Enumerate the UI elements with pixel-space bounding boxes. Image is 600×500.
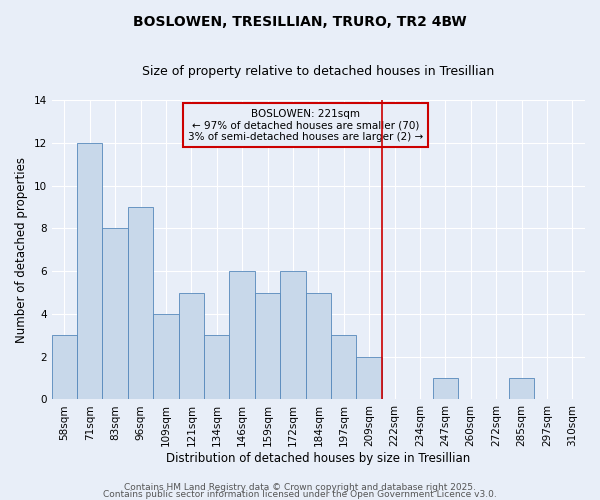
Bar (103, 228, 128, 400)
Bar (128, 207, 153, 400)
Bar (77, 143, 103, 400)
Bar (179, 292, 204, 400)
Bar (52, 336, 77, 400)
Bar (509, 378, 534, 400)
Bar (229, 271, 255, 400)
Bar (433, 378, 458, 400)
Bar (305, 292, 331, 400)
Bar (204, 336, 229, 400)
Bar (331, 336, 356, 400)
Text: BOSLOWEN: 221sqm
← 97% of detached houses are smaller (70)
3% of semi-detached h: BOSLOWEN: 221sqm ← 97% of detached house… (188, 108, 423, 142)
Text: BOSLOWEN, TRESILLIAN, TRURO, TR2 4BW: BOSLOWEN, TRESILLIAN, TRURO, TR2 4BW (133, 15, 467, 29)
Y-axis label: Number of detached properties: Number of detached properties (15, 156, 28, 342)
Bar (153, 314, 179, 400)
Text: Contains HM Land Registry data © Crown copyright and database right 2025.: Contains HM Land Registry data © Crown c… (124, 484, 476, 492)
Bar (280, 271, 305, 400)
Text: Contains public sector information licensed under the Open Government Licence v3: Contains public sector information licen… (103, 490, 497, 499)
Title: Size of property relative to detached houses in Tresillian: Size of property relative to detached ho… (142, 65, 494, 78)
X-axis label: Distribution of detached houses by size in Tresillian: Distribution of detached houses by size … (166, 452, 470, 465)
Bar (356, 356, 382, 400)
Bar (255, 292, 280, 400)
